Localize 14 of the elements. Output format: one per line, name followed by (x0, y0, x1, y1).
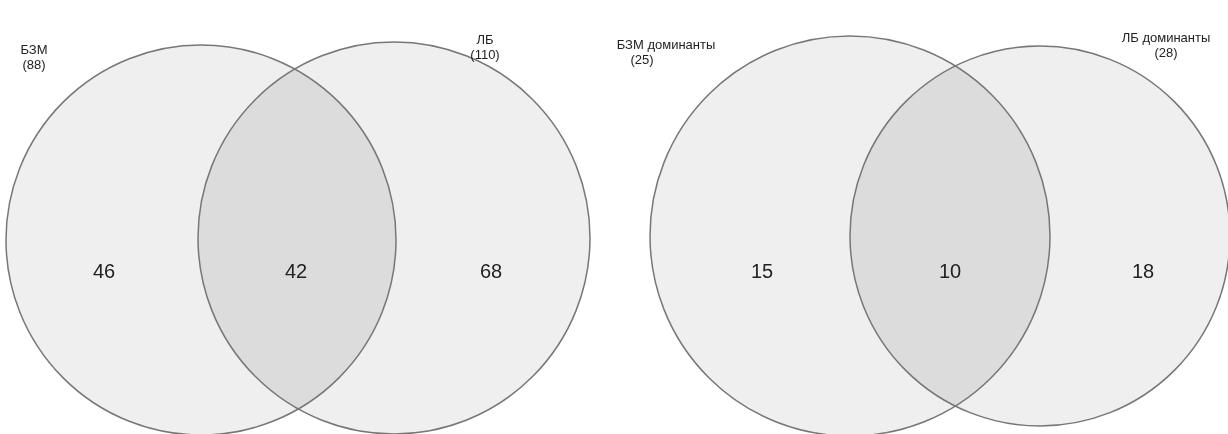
data-label: 18 (1131, 259, 1155, 282)
text: (88) (22, 56, 46, 72)
text: ЛБ (476, 31, 494, 47)
data-label: 10 (938, 259, 962, 282)
data-label: 46 (92, 259, 116, 282)
data-label: 68 (479, 259, 503, 282)
text: БЗМ (20, 41, 48, 57)
text: (28) (1154, 44, 1178, 60)
text: (25) (630, 51, 654, 67)
text: БЗМ доминанты (616, 36, 716, 52)
data-label: 15 (750, 259, 774, 282)
text: ЛБ доминанты (1121, 29, 1211, 45)
text: (110) (470, 46, 500, 62)
data-label: 42 (284, 259, 308, 282)
